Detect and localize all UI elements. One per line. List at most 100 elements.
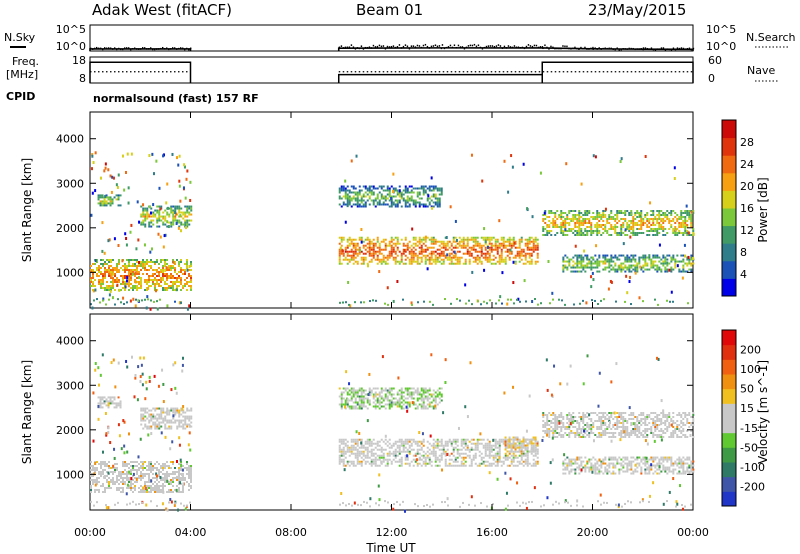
heatmap-cell	[386, 244, 389, 247]
heatmap-cell	[344, 187, 347, 190]
heatmap-cell	[152, 283, 154, 285]
heatmap-cell	[607, 287, 610, 291]
heatmap-cell	[342, 442, 345, 445]
heatmap-cell	[354, 197, 357, 200]
heatmap-cell	[634, 218, 637, 220]
heatmap-cell	[164, 473, 166, 475]
heatmap-cell	[414, 187, 417, 190]
heatmap-cell	[658, 212, 661, 214]
heatmap-cell	[672, 268, 675, 271]
heatmap-cell	[596, 224, 599, 226]
heatmap-cell	[512, 458, 515, 461]
heatmap-cell	[152, 269, 154, 271]
heatmap-cell	[620, 234, 623, 236]
heatmap-cell	[518, 260, 521, 263]
heatmap-cell	[424, 189, 427, 192]
heatmap-cell	[130, 485, 132, 487]
heatmap-cell	[118, 479, 120, 481]
heatmap-cell	[168, 287, 170, 289]
heatmap-cell	[484, 450, 487, 453]
heatmap-cell	[394, 205, 397, 208]
heatmap-cell	[652, 222, 655, 224]
heatmap-cell	[687, 302, 689, 305]
heatmap-cell	[350, 389, 353, 392]
heatmap-cell	[396, 240, 399, 243]
nsky-sample	[152, 48, 154, 51]
heatmap-cell	[486, 258, 489, 261]
heatmap-cell	[140, 281, 142, 283]
heatmap-cell	[480, 462, 483, 465]
heatmap-cell	[166, 475, 168, 477]
heatmap-cell	[690, 258, 693, 261]
heatmap-cell	[146, 289, 148, 291]
heatmap-cell	[486, 256, 489, 259]
heatmap-cell	[488, 464, 491, 467]
heatmap-cell	[164, 477, 166, 479]
nsky-sample	[426, 45, 429, 48]
heatmap-cell	[616, 222, 619, 224]
heatmap-cell	[96, 273, 98, 275]
heatmap-cell	[376, 440, 379, 443]
heatmap-cell	[500, 438, 503, 441]
heatmap-cell	[188, 275, 190, 277]
heatmap-cell	[404, 248, 407, 251]
heatmap-cell	[96, 259, 98, 261]
heatmap-cell	[386, 460, 389, 463]
nsky-sample	[686, 47, 689, 50]
heatmap-cell	[164, 467, 166, 469]
heatmap-cell	[476, 438, 479, 441]
heatmap-cell	[686, 232, 689, 234]
heatmap-cell	[384, 238, 387, 241]
heatmap-cell	[117, 198, 120, 201]
heatmap-cell	[446, 240, 449, 243]
heatmap-cell	[188, 213, 191, 216]
heatmap-cell	[140, 479, 142, 481]
heatmap-cell	[610, 280, 613, 284]
heatmap-cell	[178, 275, 180, 277]
heatmap-cell	[380, 405, 383, 408]
heatmap-cell	[498, 460, 501, 463]
heatmap-cell	[122, 465, 124, 467]
cpid-label: CPID	[6, 90, 35, 103]
heatmap-cell	[104, 166, 107, 170]
heatmap-cell	[190, 209, 193, 212]
heatmap-cell	[406, 389, 409, 392]
heatmap-cell	[518, 438, 521, 441]
heatmap-cell	[90, 213, 93, 217]
heatmap-cell	[388, 244, 391, 247]
heatmap-cell	[480, 236, 483, 239]
heatmap-cell	[112, 176, 115, 180]
heatmap-cell	[340, 205, 343, 208]
heatmap-cell	[470, 252, 473, 255]
heatmap-cell	[418, 191, 421, 194]
heatmap-cell	[418, 197, 421, 200]
heatmap-cell	[562, 216, 565, 218]
heatmap-cell	[182, 211, 185, 214]
heatmap-cell	[358, 199, 361, 202]
heatmap-cell	[614, 254, 617, 257]
heatmap-cell	[616, 258, 619, 261]
heatmap-cell	[117, 396, 120, 399]
heatmap-cell	[142, 415, 145, 418]
heatmap-cell	[400, 401, 403, 404]
heatmap-cell	[124, 481, 126, 483]
heatmap-cell	[362, 203, 365, 206]
heatmap-cell	[338, 403, 341, 406]
heatmap-cell	[348, 258, 351, 261]
heatmap-cell	[444, 464, 447, 467]
heatmap-cell	[448, 464, 451, 467]
heatmap-cell	[90, 491, 92, 493]
heatmap-cell	[170, 267, 172, 269]
heatmap-cell	[122, 463, 124, 465]
heatmap-cell	[124, 465, 126, 467]
heatmap-cell	[422, 236, 425, 239]
heatmap-cell	[628, 214, 631, 216]
heatmap-cell	[180, 207, 183, 210]
heatmap-cell	[494, 456, 497, 459]
heatmap-cell	[598, 256, 601, 259]
heatmap-cell	[686, 256, 689, 259]
heatmap-cell	[372, 299, 374, 302]
heatmap-cell	[548, 212, 551, 214]
heatmap-cell	[148, 265, 150, 267]
heatmap-cell	[338, 440, 341, 443]
